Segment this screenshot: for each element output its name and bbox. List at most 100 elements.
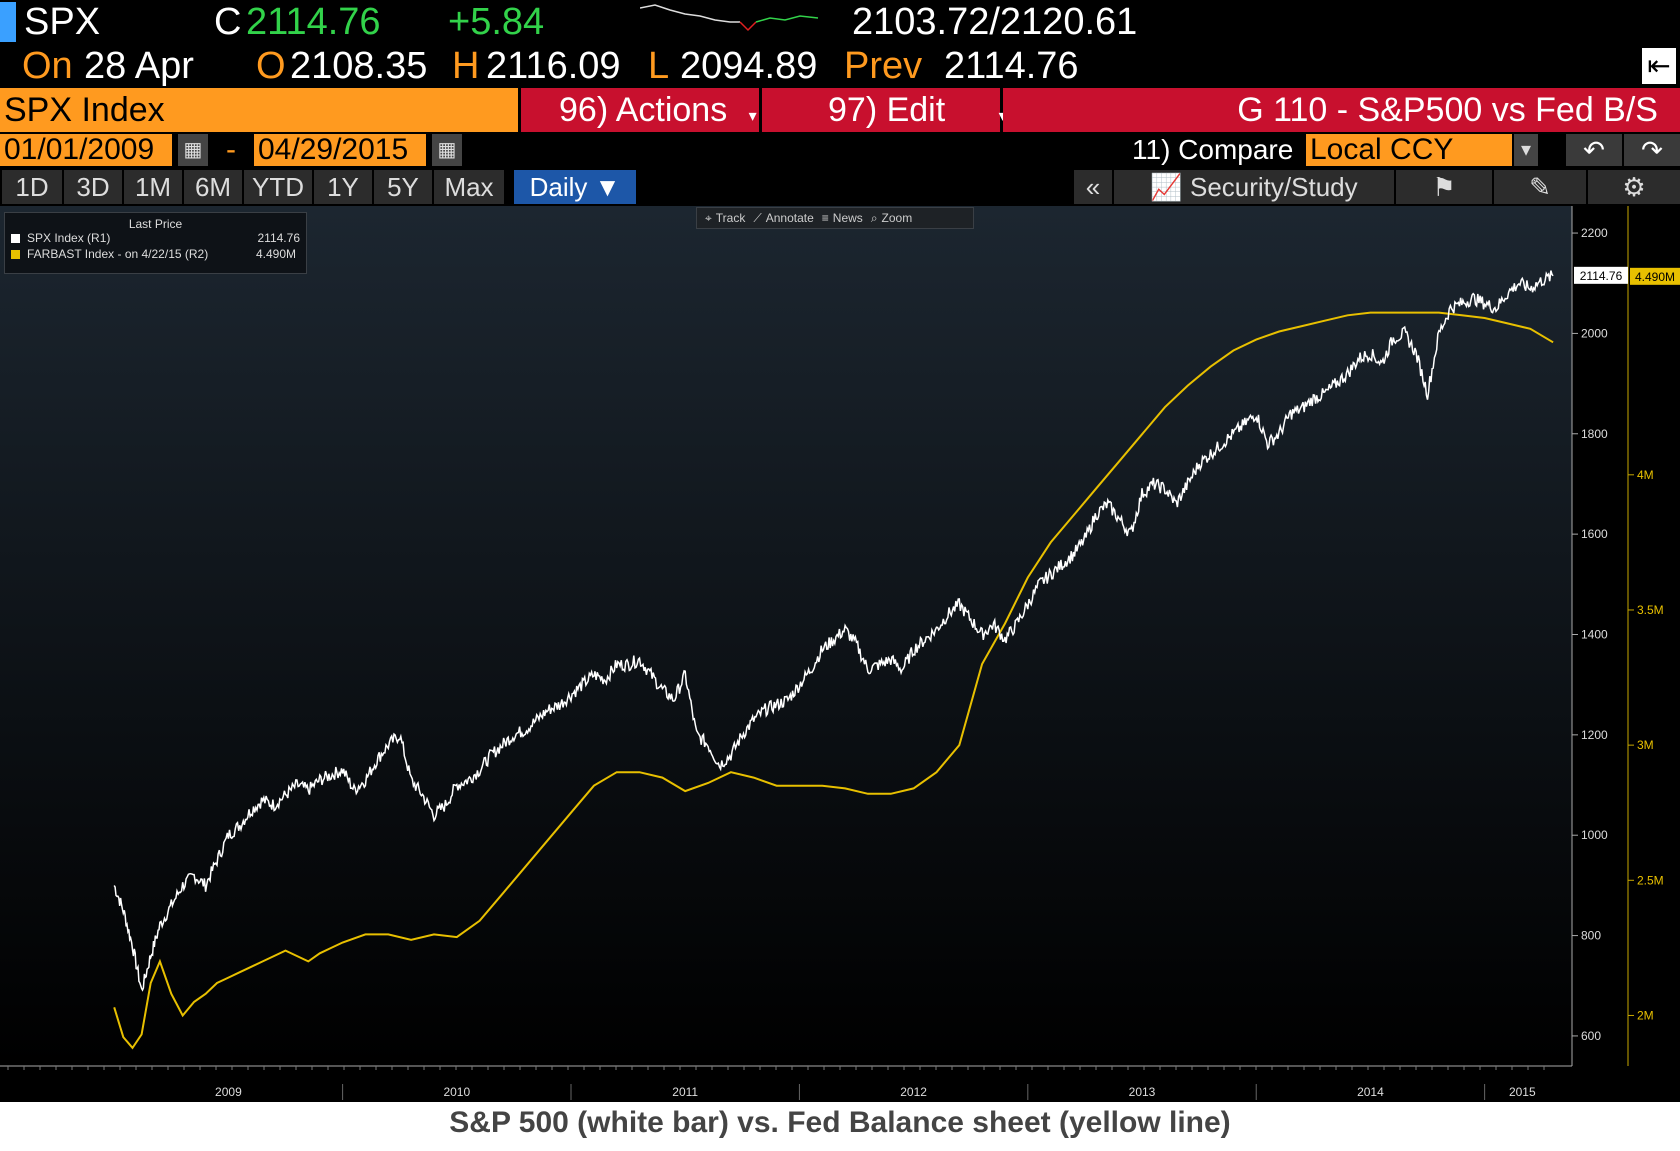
period-1y[interactable]: 1Y	[314, 170, 372, 204]
actions-menu[interactable]: 96) Actions ▾	[521, 88, 759, 132]
y1-tick-label: 1400	[1581, 627, 1608, 641]
chart-title: G 110 - S&P500 vs Fed B/S	[1003, 88, 1680, 132]
xaxis-background	[0, 1066, 1680, 1102]
undo-icon[interactable]: ↶	[1566, 134, 1622, 166]
edit-caret-icon: ▾	[999, 108, 1007, 125]
gear-icon[interactable]: ⚙	[1588, 170, 1680, 204]
period-5y[interactable]: 5Y	[374, 170, 432, 204]
period-1m[interactable]: 1M	[124, 170, 182, 204]
edit-label: 97) Edit	[828, 91, 946, 129]
security-study-label: Security/Study	[1189, 172, 1358, 202]
period-max[interactable]: Max	[434, 170, 504, 204]
collapse-button[interactable]: «	[1074, 170, 1112, 204]
plot-background	[0, 206, 1572, 1066]
chart-area[interactable]: 2009 2010 2011 2012 2013 2014 2015 600 800 1000 1…	[0, 206, 1680, 1102]
edit-chart-icon[interactable]: ✎	[1494, 170, 1586, 204]
tool-news-icon: ≡	[821, 211, 829, 225]
legend-entry-spx: SPX Index (R1) 2114.76	[5, 231, 306, 247]
currency-select[interactable]: Local CCY	[1306, 134, 1512, 166]
x-tick-label: 2014	[1357, 1085, 1384, 1099]
spx-series-line	[113, 270, 1554, 992]
fed-series-line	[113, 311, 1554, 1050]
quote-date: 28 Apr	[84, 45, 194, 87]
flag-icon[interactable]: ⚑	[1396, 170, 1492, 204]
x-tick-label: 2013	[1129, 1085, 1156, 1099]
tool-annotate-label: Annotate	[765, 211, 814, 225]
tool-zoom-label: Zoom	[881, 211, 913, 225]
legend-title: Last Price	[128, 217, 183, 231]
period-6m[interactable]: 6M	[184, 170, 242, 204]
spx-last-badge	[1574, 266, 1628, 284]
tool-track[interactable]: ⌖ Track	[705, 211, 745, 225]
redo-icon[interactable]: ↷	[1624, 134, 1680, 166]
legend-spx-label: SPX Index (R1)	[27, 231, 111, 245]
y1-tick-label: 1200	[1581, 728, 1608, 742]
actions-caret-icon: ▾	[748, 108, 757, 125]
day-range: 2103.72/2120.61	[852, 1, 1138, 43]
x-tick-label: 2011	[672, 1085, 698, 1099]
date-row: 01/01/2009 ▦ - 04/29/2015 ▦ 11) Compare …	[0, 132, 1680, 168]
tool-annotate-icon: ⟋	[753, 211, 762, 225]
security-field[interactable]: SPX Index	[0, 88, 518, 132]
low-value: 2094.89	[680, 45, 818, 87]
frequency-select[interactable]: Daily ▼	[514, 170, 636, 204]
fed-last-badge	[1630, 267, 1680, 285]
period-3d[interactable]: 3D	[64, 170, 122, 204]
period-row: 1D 3D 1M 6M YTD 1Y 5Y Max Daily ▼ « 📈 Security/…	[0, 170, 1680, 206]
security-study-button[interactable]: 📈 Security/Study	[1114, 170, 1394, 204]
spx-last-label: 2114.76	[1580, 269, 1623, 283]
prev-label: Prev	[844, 45, 923, 87]
legend-fed-label: FARBAST Index - on 4/22/15 (R2)	[27, 247, 209, 261]
export-icon[interactable]: ⇤	[1642, 48, 1676, 84]
low-label: L	[648, 45, 670, 87]
end-calendar-icon[interactable]: ▦	[432, 134, 462, 166]
figure-caption: S&P 500 (white bar) vs. Fed Balance shee…	[0, 1102, 1680, 1151]
date-label: On	[22, 45, 73, 87]
prev-value: 2114.76	[944, 45, 1079, 87]
end-date-input[interactable]: 04/29/2015	[254, 134, 426, 166]
y1-tick-label: 1000	[1581, 828, 1608, 842]
start-calendar-icon[interactable]: ▦	[178, 134, 208, 166]
tool-track-label: Track	[715, 211, 746, 225]
ticker-marker	[0, 2, 16, 42]
start-date-input[interactable]: 01/01/2009	[0, 134, 172, 166]
quote-line-1: SPX C 2114.76 +5.84 2103.72/2120.61	[0, 0, 1680, 44]
y1-tick-label: 600	[1581, 1029, 1601, 1043]
currency-dropdown-icon[interactable]: ▾	[1514, 134, 1538, 166]
period-1d[interactable]: 1D	[2, 170, 62, 204]
x-tick-label: 2012	[900, 1085, 927, 1099]
y1-tick-label: 2000	[1581, 326, 1608, 340]
function-bar: SPX Index 96) Actions ▾ 97) Edit ▾ G 110…	[0, 88, 1680, 132]
chart-tools: ⌖ Track ⟋ Annotate ≡ News ⌕ Zoom	[696, 207, 974, 229]
y2-tick-label: 2.5M	[1637, 873, 1664, 887]
tool-annotate[interactable]: ⟋ Annotate	[753, 211, 813, 225]
legend-fed-value: 4.490M	[255, 247, 296, 261]
period-ytd[interactable]: YTD	[244, 170, 312, 204]
y2-tick-label: 2M	[1637, 1008, 1654, 1022]
tool-zoom[interactable]: ⌕ Zoom	[871, 211, 912, 225]
legend-spx-value: 2114.76	[257, 231, 301, 245]
quote-line-2: On 28 Apr O 2108.35 H 2116.09 L 2094.89 …	[0, 44, 1680, 88]
y1-tick-label: 2200	[1581, 226, 1608, 240]
high-value: 2116.09	[486, 45, 621, 87]
tool-track-icon: ⌖	[705, 211, 712, 225]
legend-swatch-spx	[11, 234, 20, 243]
legend-entry-fed: FARBAST Index - on 4/22/15 (R2) 4.490M	[5, 247, 306, 263]
legend-swatch-fed	[11, 250, 20, 259]
sparkline	[640, 4, 819, 32]
open-label: O	[256, 45, 286, 87]
close-value: 2114.76	[246, 1, 381, 43]
edit-menu[interactable]: 97) Edit ▾	[762, 88, 1007, 132]
tool-news-label: News	[832, 211, 863, 225]
ticker: SPX	[24, 1, 101, 43]
y2-tick-label: 3M	[1637, 738, 1654, 752]
chart-study-icon: 📈	[1150, 172, 1183, 202]
close-label: C	[214, 1, 242, 43]
fed-last-label: 4.490M	[1635, 270, 1675, 284]
y2-tick-label: 4M	[1637, 468, 1654, 482]
tool-zoom-icon: ⌕	[870, 211, 878, 225]
x-tick-label: 2009	[215, 1085, 242, 1099]
compare-button[interactable]: 11) Compare	[1132, 134, 1294, 165]
high-label: H	[452, 45, 480, 87]
tool-news[interactable]: ≡ News	[822, 211, 863, 225]
